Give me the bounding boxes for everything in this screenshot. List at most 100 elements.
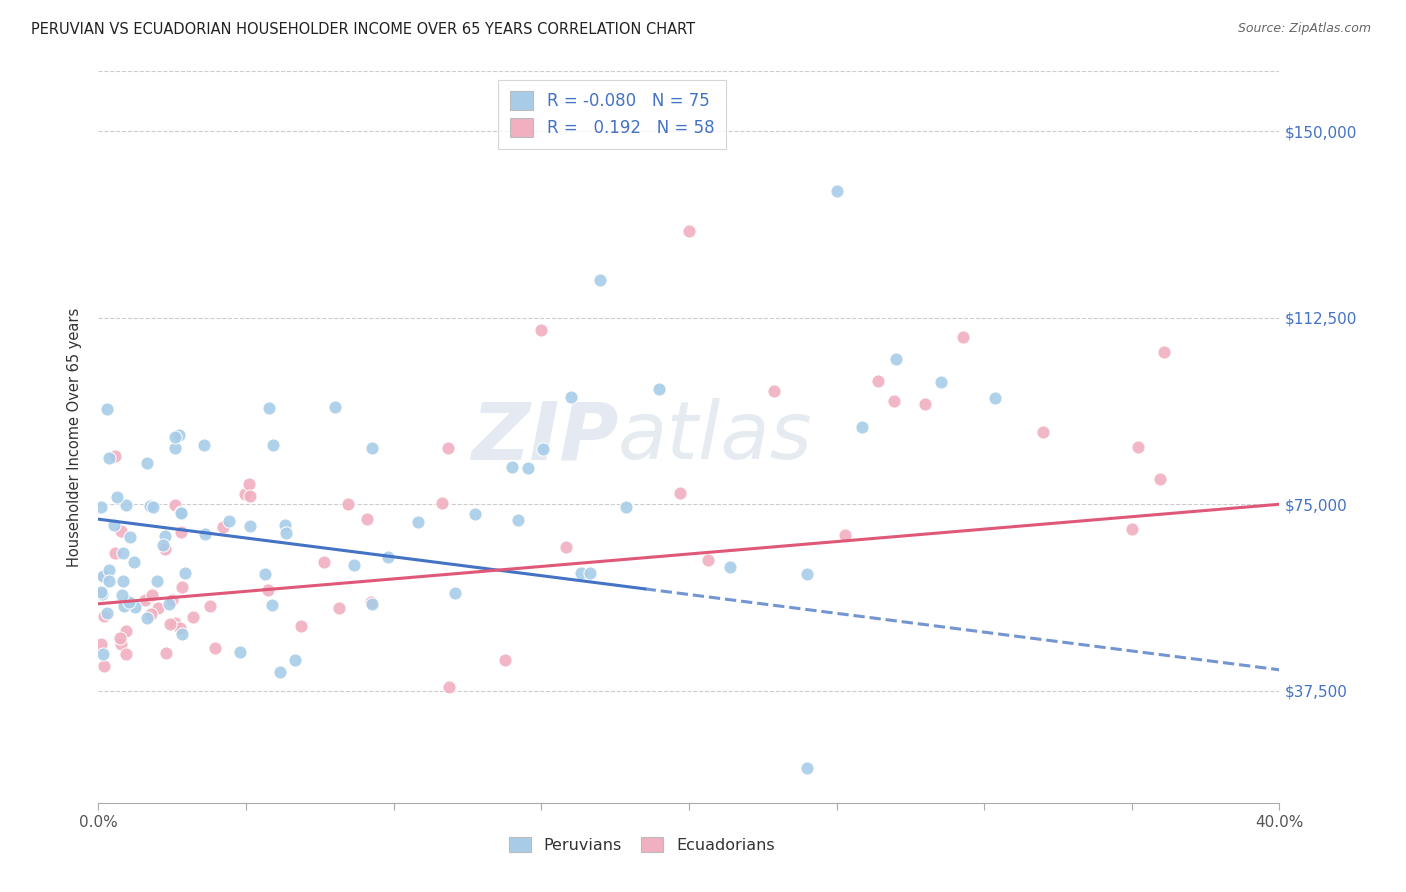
- Point: [914, 396, 936, 410]
- Point: [111, 546, 134, 560]
- Point: [148, 600, 170, 615]
- Point: [464, 508, 486, 522]
- Legend: Peruvians, Ecuadorians: Peruvians, Ecuadorians: [501, 829, 783, 861]
- Point: [579, 566, 602, 580]
- Point: [269, 665, 291, 679]
- Point: [170, 524, 193, 539]
- Point: [260, 598, 283, 612]
- Point: [337, 497, 360, 511]
- Point: [530, 323, 553, 337]
- Point: [117, 594, 139, 608]
- Point: [406, 516, 429, 530]
- Point: [262, 438, 284, 452]
- Point: [141, 589, 163, 603]
- Point: [218, 514, 240, 528]
- Point: [360, 597, 382, 611]
- Point: [229, 645, 252, 659]
- Point: [165, 441, 187, 455]
- Point: [91, 648, 114, 662]
- Point: [96, 607, 118, 621]
- Point: [360, 441, 382, 455]
- Point: [90, 584, 112, 599]
- Point: [104, 450, 127, 464]
- Point: [111, 588, 134, 602]
- Point: [170, 580, 193, 594]
- Point: [834, 528, 856, 542]
- Point: [1153, 344, 1175, 359]
- Point: [239, 518, 262, 533]
- Point: [97, 451, 120, 466]
- Point: [142, 500, 165, 515]
- Point: [569, 566, 592, 581]
- Point: [883, 393, 905, 408]
- Point: [437, 680, 460, 694]
- Point: [254, 566, 277, 581]
- Point: [501, 459, 523, 474]
- Point: [273, 518, 295, 533]
- Point: [134, 593, 156, 607]
- Point: [122, 555, 145, 569]
- Point: [323, 400, 346, 414]
- Point: [825, 184, 848, 198]
- Point: [851, 420, 873, 434]
- Point: [866, 374, 889, 388]
- Point: [163, 498, 186, 512]
- Point: [194, 527, 217, 541]
- Point: [517, 461, 540, 475]
- Point: [90, 586, 112, 600]
- Point: [115, 624, 138, 639]
- Point: [90, 500, 112, 515]
- Point: [170, 505, 193, 519]
- Point: [162, 593, 184, 607]
- Point: [284, 653, 307, 667]
- Point: [173, 566, 195, 581]
- Text: Source: ZipAtlas.com: Source: ZipAtlas.com: [1237, 22, 1371, 36]
- Point: [343, 558, 366, 573]
- Point: [984, 391, 1007, 405]
- Point: [155, 647, 177, 661]
- Point: [238, 489, 260, 503]
- Point: [589, 273, 612, 287]
- Point: [763, 384, 786, 398]
- Point: [560, 390, 582, 404]
- Point: [139, 499, 162, 513]
- Point: [170, 627, 193, 641]
- Point: [314, 555, 336, 569]
- Point: [120, 530, 142, 544]
- Point: [115, 498, 138, 512]
- Point: [212, 520, 235, 534]
- Point: [432, 496, 454, 510]
- Point: [193, 437, 215, 451]
- Point: [93, 659, 115, 673]
- Point: [929, 375, 952, 389]
- Point: [238, 476, 260, 491]
- Point: [181, 610, 204, 624]
- Point: [97, 563, 120, 577]
- Point: [96, 401, 118, 416]
- Point: [555, 540, 578, 554]
- Point: [110, 524, 132, 539]
- Point: [146, 574, 169, 588]
- Point: [124, 600, 146, 615]
- Point: [165, 430, 187, 444]
- Point: [506, 513, 529, 527]
- Point: [159, 617, 181, 632]
- Point: [257, 401, 280, 416]
- Point: [141, 607, 163, 622]
- Point: [1149, 472, 1171, 486]
- Point: [696, 553, 718, 567]
- Point: [884, 352, 907, 367]
- Point: [1121, 522, 1143, 536]
- Point: [105, 490, 128, 504]
- Point: [103, 517, 125, 532]
- Point: [169, 621, 191, 635]
- Point: [360, 595, 382, 609]
- Point: [356, 512, 378, 526]
- Point: [200, 599, 222, 613]
- Point: [112, 599, 135, 613]
- Point: [115, 647, 138, 661]
- Point: [678, 224, 700, 238]
- Point: [328, 601, 350, 615]
- Point: [110, 631, 132, 645]
- Point: [614, 500, 637, 514]
